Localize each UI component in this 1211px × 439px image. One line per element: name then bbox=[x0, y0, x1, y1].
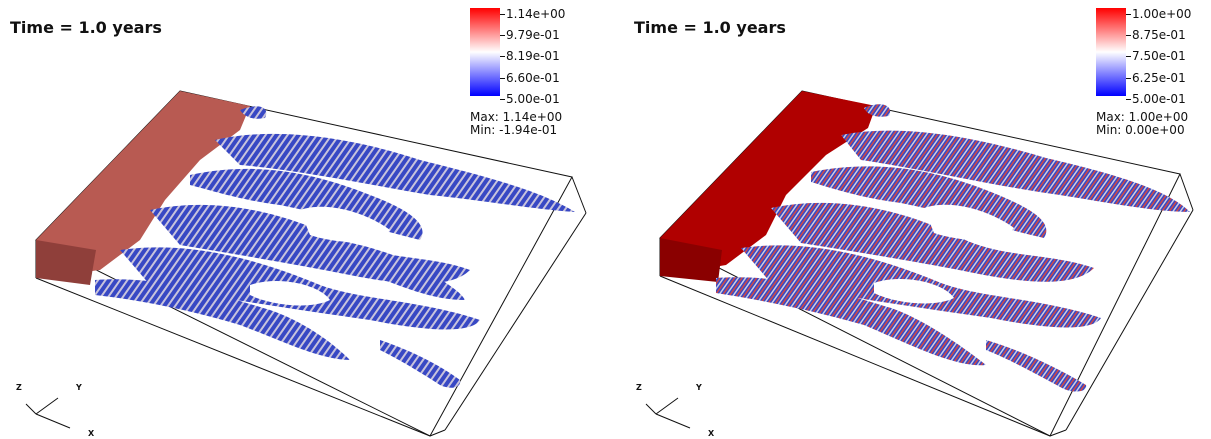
flow-fingers bbox=[95, 106, 575, 388]
colorbar-tick-label: 1.00e+00 bbox=[1125, 7, 1192, 21]
colorbar-gradient bbox=[1096, 8, 1126, 96]
colorbar-tick-label: 7.50e-01 bbox=[1126, 49, 1186, 63]
right-visualization-panel: Time = 1.0 years 1.00e+00 8.75e-01 7.50e… bbox=[606, 0, 1211, 439]
colorbar-tick-label: 9.79e-01 bbox=[500, 28, 560, 42]
colorbar-tick-label: 1.14e+00 bbox=[499, 7, 566, 21]
colorbar-stats: Max: 1.14e+00 Min: -1.94e-01 bbox=[470, 111, 562, 137]
min-value-label: Min: 0.00e+00 bbox=[1096, 123, 1185, 137]
inlet-saturated-region bbox=[36, 91, 250, 278]
colorbar-stats: Max: 1.00e+00 Min: 0.00e+00 bbox=[1096, 111, 1188, 137]
axis-y-label: Y bbox=[695, 383, 702, 392]
max-value-label: Max: 1.00e+00 bbox=[1096, 110, 1189, 124]
axis-z-label: Z bbox=[16, 383, 22, 392]
axis-x-label: X bbox=[88, 429, 95, 436]
colorbar-tick-label: 5.00e-01 bbox=[500, 92, 560, 106]
orientation-axes-icon: Z Y X bbox=[636, 383, 715, 436]
colorbar-tick-label: 6.60e-01 bbox=[500, 71, 560, 85]
time-label: Time = 1.0 years bbox=[10, 18, 162, 37]
colorbar-tick-label: 6.25e-01 bbox=[1126, 71, 1186, 85]
colorbar-tick-label: 5.00e-01 bbox=[1126, 92, 1186, 106]
axis-x-label: X bbox=[708, 429, 715, 436]
unswept-voids bbox=[250, 206, 390, 306]
axis-z-label: Z bbox=[636, 383, 642, 392]
left-visualization-panel: Time = 1.0 years 1.14e+00 9.79e-01 8.19e… bbox=[0, 0, 605, 439]
axis-y-label: Y bbox=[75, 383, 82, 392]
left-3d-scene bbox=[35, 90, 587, 437]
unswept-voids bbox=[874, 204, 1014, 304]
colorbar-gradient bbox=[470, 8, 500, 96]
max-value-label: Max: 1.14e+00 bbox=[470, 110, 563, 124]
orientation-axes-icon: Z Y X bbox=[16, 383, 95, 436]
time-label: Time = 1.0 years bbox=[634, 18, 786, 37]
domain-box-outline bbox=[659, 90, 1194, 437]
inlet-front-face bbox=[660, 238, 722, 282]
colorbar-tick-label: 8.75e-01 bbox=[1126, 28, 1186, 42]
colorbar-tick-label: 8.19e-01 bbox=[500, 49, 560, 63]
min-value-label: Min: -1.94e-01 bbox=[470, 123, 558, 137]
inlet-saturated-region bbox=[660, 91, 876, 276]
right-3d-scene bbox=[659, 90, 1194, 437]
inlet-front-face bbox=[36, 240, 96, 285]
